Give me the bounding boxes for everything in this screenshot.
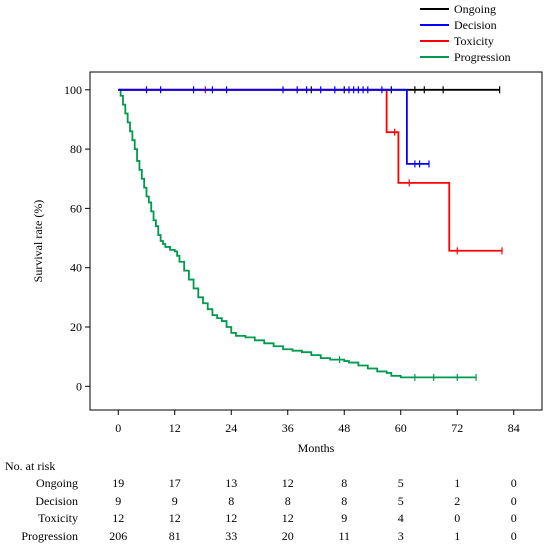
- x-tick-label: 0: [115, 421, 121, 435]
- x-tick-label: 36: [282, 421, 294, 435]
- legend: Ongoing Decision Toxicity Progression: [420, 2, 511, 64]
- plot-frame: [89, 71, 543, 411]
- x-tick-label: 12: [169, 421, 181, 435]
- legend-label-toxicity: Toxicity: [454, 34, 494, 48]
- x-tick-label: 60: [395, 421, 407, 435]
- x-axis-label: Months: [298, 441, 335, 455]
- y-tick-label: 80: [70, 142, 82, 156]
- y-tick-label: 60: [70, 201, 82, 215]
- series-line-toxicity: [118, 88, 502, 252]
- legend-label-progression: Progression: [454, 50, 511, 64]
- y-axis-label: Survival rate (%): [31, 200, 45, 283]
- x-tick-label: 24: [225, 421, 237, 435]
- y-tick-label: 0: [76, 379, 82, 393]
- x-tick-label: 48: [338, 421, 350, 435]
- series-line-decision: [118, 88, 429, 165]
- x-tick-label: 72: [451, 421, 463, 435]
- legend-label-decision: Decision: [454, 18, 497, 32]
- axis-ticks: 0 12 24 36 48 60 72 84 0 20 40 60 80 100: [64, 83, 520, 435]
- y-tick-label: 100: [64, 83, 82, 97]
- x-tick-label: 84: [508, 421, 520, 435]
- legend-label-ongoing: Ongoing: [454, 2, 496, 16]
- series-layer: [118, 86, 503, 381]
- series-line-progression: [118, 88, 477, 379]
- y-tick-label: 40: [70, 261, 82, 275]
- y-tick-label: 20: [70, 320, 82, 334]
